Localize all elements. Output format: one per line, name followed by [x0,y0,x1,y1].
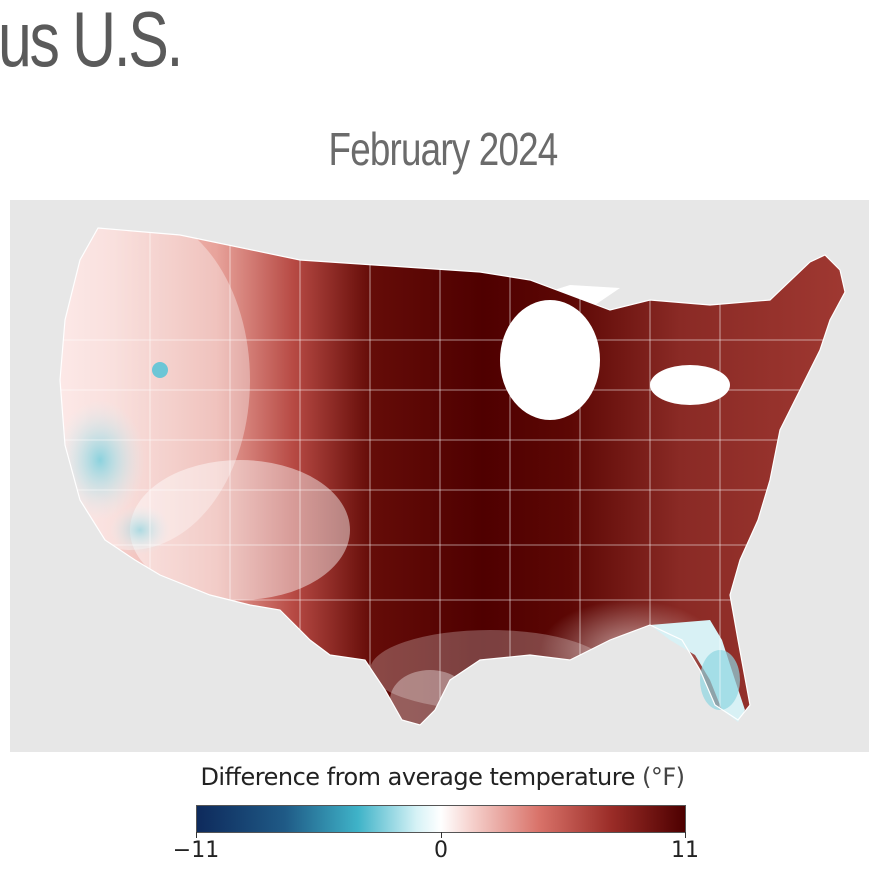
legend-tick-max [685,832,686,838]
legend-label-text: Difference from average temperature [200,763,635,791]
legend-unit: (°F) [642,763,685,791]
header-fragment: us U.S. [0,0,183,83]
legend-tick-label-min: −11 [172,838,220,863]
map-frame [10,200,869,752]
anomaly-field [60,228,845,725]
legend-colorbar [196,805,686,833]
legend-tick-label-mid: 0 [434,838,448,863]
map-title: February 2024 [328,123,559,175]
state-boundaries [60,228,845,725]
legend-label: Difference from average temperature (°F) [0,763,869,791]
legend-tick-mid [441,832,442,838]
legend-tick-min [196,832,197,838]
legend-tick-label-max: 11 [671,838,699,863]
temperature-anomaly-map [59,227,846,726]
